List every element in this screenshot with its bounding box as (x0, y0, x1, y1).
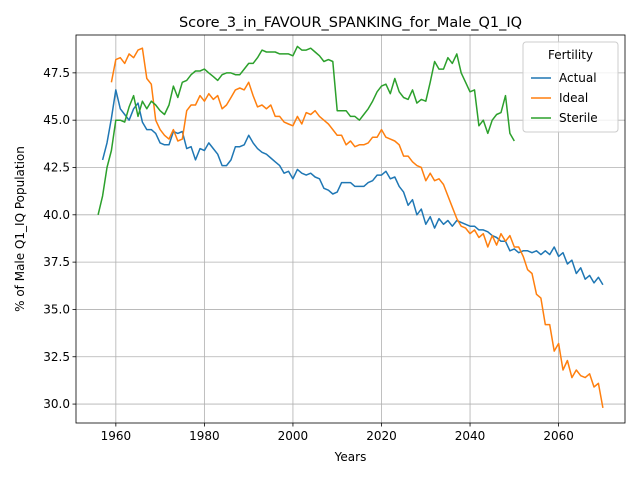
series-line-sterile (97, 45, 515, 215)
y-tick-label: 42.5 (43, 160, 70, 174)
y-tick-label: 35.0 (43, 302, 70, 316)
series-line-actual (101, 89, 604, 286)
series-lines (97, 45, 604, 409)
axes-frame (75, 34, 626, 424)
y-tick-label: 30.0 (43, 397, 70, 411)
y-tick-label: 32.5 (43, 350, 70, 364)
y-tick-label: 37.5 (43, 255, 70, 269)
y-axis-ticks: 30.0 32.5 35.0 37.5 40.0 42.5 45.0 47.5 (43, 66, 76, 411)
series-line-ideal (110, 47, 604, 409)
legend: Fertility Actual Ideal Sterile (522, 41, 619, 133)
grid-lines (76, 35, 625, 423)
legend-items: Actual Ideal Sterile (531, 71, 598, 125)
y-tick-label: 47.5 (43, 66, 70, 80)
legend-label-ideal: Ideal (559, 91, 588, 105)
x-tick-label: 2000 (278, 429, 309, 443)
x-tick-label: 2040 (455, 429, 486, 443)
y-tick-label: 40.0 (43, 208, 70, 222)
legend-box (522, 41, 619, 133)
x-tick-label: 1960 (101, 429, 132, 443)
x-tick-label: 2060 (543, 429, 574, 443)
chart-title: Score_3_in_FAVOUR_SPANKING_for_Male_Q1_I… (179, 15, 522, 31)
x-axis-label: Years (334, 450, 367, 464)
legend-title: Fertility (548, 48, 593, 62)
y-tick-label: 45.0 (43, 113, 70, 127)
x-tick-label: 2020 (366, 429, 397, 443)
x-tick-label: 1980 (189, 429, 220, 443)
legend-label-sterile: Sterile (559, 111, 598, 125)
y-axis-label: % of Male Q1_IQ Population (13, 146, 27, 312)
x-axis-ticks: 1960 1980 2000 2020 2040 2060 (101, 423, 574, 443)
legend-label-actual: Actual (559, 71, 597, 85)
